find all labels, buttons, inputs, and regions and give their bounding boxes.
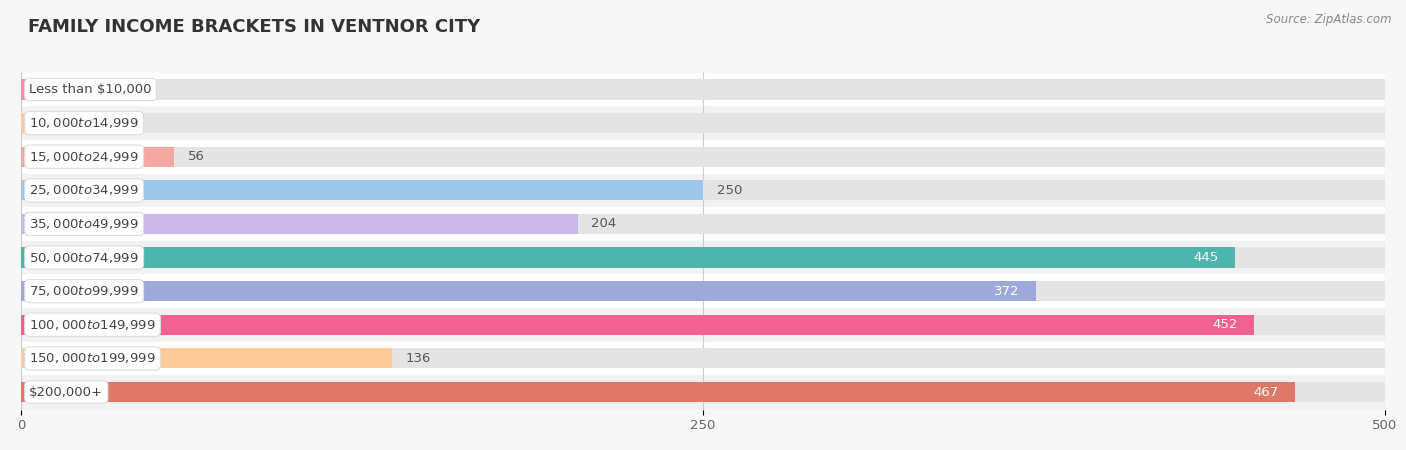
Text: $150,000 to $199,999: $150,000 to $199,999 <box>30 351 156 365</box>
Text: 136: 136 <box>406 352 432 365</box>
Bar <box>21 140 1385 174</box>
Bar <box>21 348 1385 369</box>
Bar <box>21 147 174 167</box>
Bar <box>21 281 1385 301</box>
Bar <box>21 274 1385 308</box>
Bar <box>21 382 1295 402</box>
Text: 250: 250 <box>717 184 742 197</box>
Text: $25,000 to $34,999: $25,000 to $34,999 <box>30 183 139 198</box>
Bar <box>21 106 1385 140</box>
Bar <box>21 79 1385 99</box>
Text: $100,000 to $149,999: $100,000 to $149,999 <box>30 318 156 332</box>
Text: $75,000 to $99,999: $75,000 to $99,999 <box>30 284 139 298</box>
Text: 467: 467 <box>1253 386 1278 399</box>
Text: $200,000+: $200,000+ <box>30 386 103 399</box>
Bar <box>21 248 1234 268</box>
Bar <box>21 348 392 369</box>
Bar <box>21 248 1385 268</box>
Bar <box>21 174 1385 207</box>
Text: $35,000 to $49,999: $35,000 to $49,999 <box>30 217 139 231</box>
Bar <box>21 281 1036 301</box>
Bar <box>21 214 578 234</box>
Bar <box>21 308 1385 342</box>
Text: 452: 452 <box>1212 318 1237 331</box>
Bar <box>21 147 1385 167</box>
Text: $50,000 to $74,999: $50,000 to $74,999 <box>30 251 139 265</box>
Text: FAMILY INCOME BRACKETS IN VENTNOR CITY: FAMILY INCOME BRACKETS IN VENTNOR CITY <box>28 18 481 36</box>
Bar <box>21 342 1385 375</box>
Text: 204: 204 <box>591 217 616 230</box>
Text: Less than $10,000: Less than $10,000 <box>30 83 152 96</box>
Text: $10,000 to $14,999: $10,000 to $14,999 <box>30 116 139 130</box>
Bar <box>21 113 1385 133</box>
Bar <box>21 315 1254 335</box>
Bar <box>21 315 1385 335</box>
Bar <box>21 241 1385 274</box>
Text: Source: ZipAtlas.com: Source: ZipAtlas.com <box>1267 14 1392 27</box>
Bar <box>21 180 703 200</box>
Text: 372: 372 <box>994 285 1019 297</box>
Text: 445: 445 <box>1194 251 1219 264</box>
Bar <box>21 207 1385 241</box>
Text: 22: 22 <box>94 83 111 96</box>
Text: $15,000 to $24,999: $15,000 to $24,999 <box>30 150 139 164</box>
Bar <box>21 79 82 99</box>
Bar <box>21 113 87 133</box>
Bar <box>21 382 1385 402</box>
Bar <box>21 214 1385 234</box>
Bar <box>21 375 1385 409</box>
Bar <box>21 180 1385 200</box>
Text: 56: 56 <box>187 150 204 163</box>
Text: 24: 24 <box>100 117 117 130</box>
Bar <box>21 72 1385 106</box>
